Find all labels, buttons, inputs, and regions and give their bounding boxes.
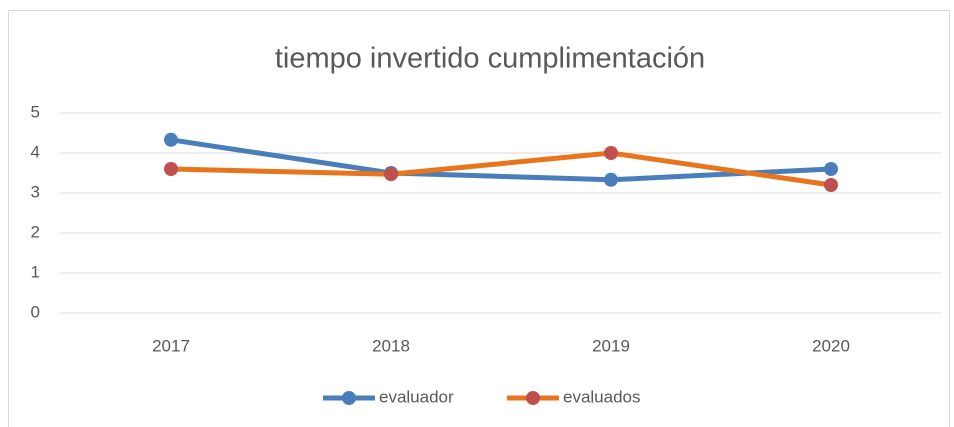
marker <box>164 162 178 176</box>
legend-marker <box>342 391 356 405</box>
legend-label: evaluador <box>379 387 454 406</box>
series-line <box>168 137 834 183</box>
y-tick-label: 1 <box>31 262 40 281</box>
y-tick-label: 2 <box>31 222 40 241</box>
y-tick-label: 3 <box>31 182 40 201</box>
chart-border <box>8 10 950 427</box>
y-tick-label: 0 <box>31 302 40 321</box>
series-line <box>168 150 834 188</box>
y-tick-label: 4 <box>31 142 40 161</box>
y-tick-label: 5 <box>31 102 40 121</box>
legend-label: evaluados <box>563 387 641 406</box>
x-tick-label: 2020 <box>812 336 850 355</box>
legend-marker <box>526 391 540 405</box>
marker <box>384 167 398 182</box>
x-tick-label: 2017 <box>152 336 190 355</box>
chart-title: tiempo invertido cumplimentación <box>275 43 705 75</box>
marker <box>604 172 618 187</box>
marker <box>824 162 838 176</box>
marker <box>604 146 618 160</box>
x-tick-label: 2018 <box>372 336 410 355</box>
marker <box>824 178 838 192</box>
x-tick-label: 2019 <box>592 336 630 355</box>
marker <box>164 132 178 147</box>
